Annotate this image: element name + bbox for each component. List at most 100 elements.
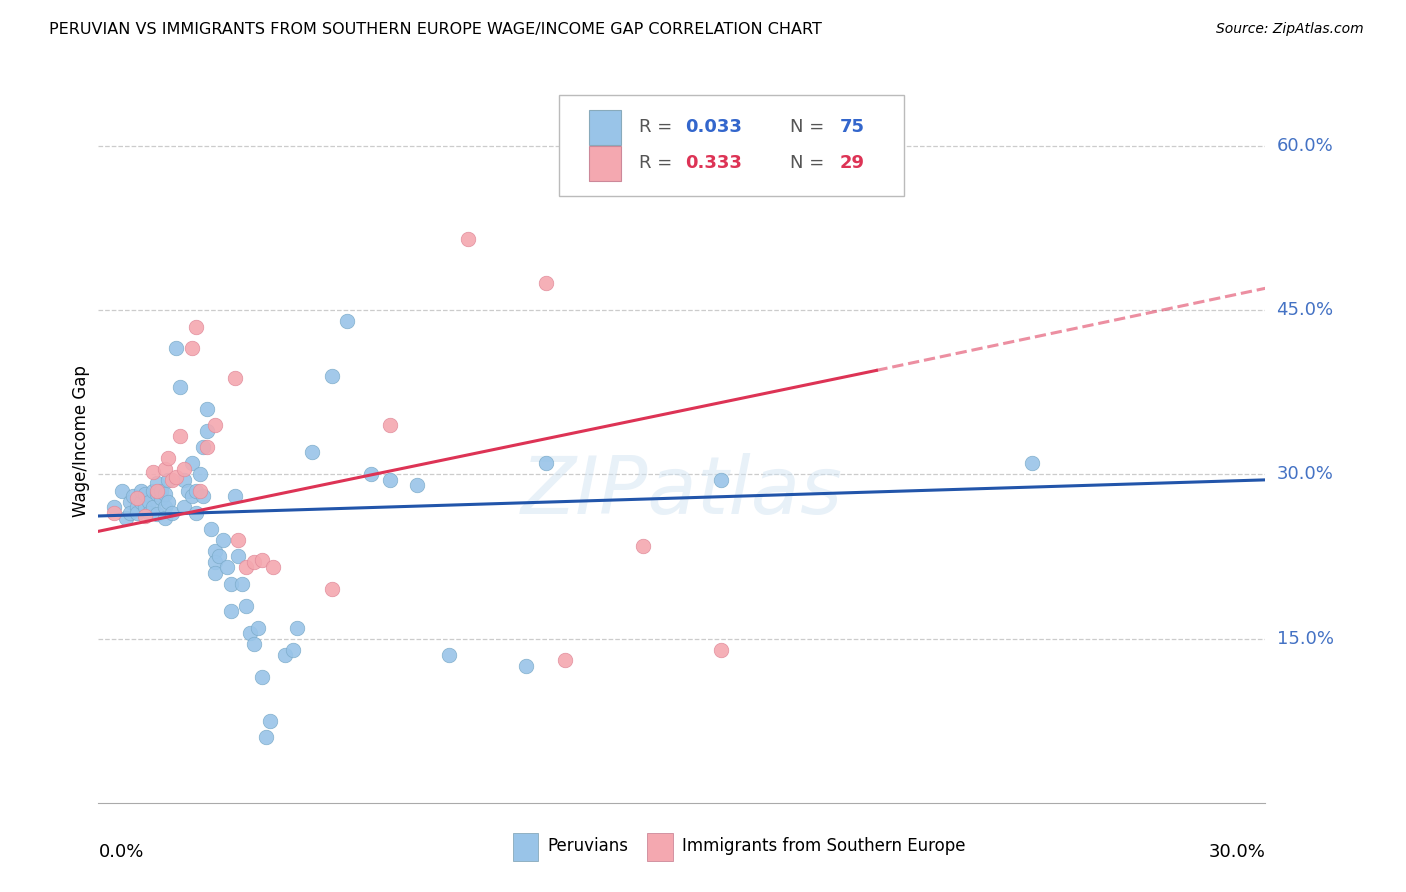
- Point: [710, 642, 733, 657]
- Point: [165, 469, 187, 483]
- Point: [219, 577, 242, 591]
- Text: 0.0%: 0.0%: [98, 843, 143, 861]
- Point: [153, 511, 176, 525]
- Point: [208, 549, 231, 564]
- Point: [195, 440, 218, 454]
- Point: [153, 500, 176, 515]
- Text: 30.0%: 30.0%: [1209, 843, 1265, 861]
- Point: [515, 659, 537, 673]
- Point: [118, 494, 141, 508]
- Point: [122, 489, 145, 503]
- Point: [103, 500, 125, 515]
- Point: [321, 582, 343, 597]
- Point: [243, 555, 266, 569]
- Point: [157, 473, 180, 487]
- Point: [259, 714, 281, 728]
- Point: [193, 440, 215, 454]
- Point: [180, 342, 202, 356]
- Point: [235, 560, 257, 574]
- Point: [129, 494, 152, 508]
- Point: [184, 483, 207, 498]
- Point: [336, 314, 359, 328]
- Point: [134, 487, 156, 501]
- Point: [142, 465, 165, 479]
- Point: [114, 511, 136, 525]
- Point: [146, 487, 169, 501]
- Point: [554, 653, 576, 667]
- Text: 75: 75: [839, 119, 865, 136]
- Point: [180, 489, 202, 503]
- Point: [250, 670, 273, 684]
- Text: 0.333: 0.333: [685, 154, 742, 172]
- Point: [149, 491, 172, 506]
- Point: [651, 117, 673, 131]
- Point: [1021, 457, 1043, 471]
- Point: [224, 371, 246, 385]
- FancyBboxPatch shape: [560, 95, 904, 196]
- Point: [195, 401, 218, 416]
- Point: [146, 483, 169, 498]
- Point: [127, 500, 149, 515]
- Point: [262, 560, 284, 574]
- Text: N =: N =: [790, 119, 831, 136]
- Point: [285, 621, 308, 635]
- Point: [246, 621, 269, 635]
- Point: [173, 462, 195, 476]
- Point: [437, 648, 460, 662]
- Point: [204, 555, 226, 569]
- Point: [162, 473, 184, 487]
- Point: [153, 462, 176, 476]
- Text: 15.0%: 15.0%: [1277, 630, 1333, 648]
- Point: [103, 506, 125, 520]
- Point: [177, 483, 200, 498]
- Point: [219, 604, 242, 618]
- Point: [165, 342, 187, 356]
- Bar: [589, 146, 621, 181]
- Point: [200, 522, 222, 536]
- Text: R =: R =: [638, 154, 678, 172]
- Point: [228, 549, 250, 564]
- Point: [239, 626, 262, 640]
- Point: [243, 637, 266, 651]
- Point: [111, 483, 134, 498]
- Text: 29: 29: [839, 154, 865, 172]
- Bar: [647, 833, 672, 861]
- Point: [153, 487, 176, 501]
- Point: [173, 500, 195, 515]
- Point: [534, 276, 557, 290]
- Text: R =: R =: [638, 119, 678, 136]
- Text: Source: ZipAtlas.com: Source: ZipAtlas.com: [1216, 22, 1364, 37]
- Bar: [513, 833, 538, 861]
- Point: [184, 506, 207, 520]
- Text: ZIPatlas: ZIPatlas: [520, 453, 844, 531]
- Point: [231, 577, 253, 591]
- Point: [157, 494, 180, 508]
- Y-axis label: Wage/Income Gap: Wage/Income Gap: [72, 366, 90, 517]
- Point: [250, 553, 273, 567]
- Point: [127, 506, 149, 520]
- Point: [204, 418, 226, 433]
- Bar: [589, 110, 621, 145]
- Point: [228, 533, 250, 547]
- Point: [146, 507, 169, 521]
- Text: Peruvians: Peruvians: [548, 838, 628, 855]
- Point: [184, 319, 207, 334]
- Point: [169, 429, 191, 443]
- Point: [215, 560, 238, 574]
- Point: [149, 483, 172, 498]
- Point: [631, 539, 654, 553]
- Point: [281, 642, 304, 657]
- Point: [188, 483, 211, 498]
- Point: [212, 533, 235, 547]
- Point: [169, 380, 191, 394]
- Text: PERUVIAN VS IMMIGRANTS FROM SOUTHERN EUROPE WAGE/INCOME GAP CORRELATION CHART: PERUVIAN VS IMMIGRANTS FROM SOUTHERN EUR…: [49, 22, 823, 37]
- Point: [321, 368, 343, 383]
- Point: [146, 476, 169, 491]
- Point: [204, 544, 226, 558]
- Point: [180, 457, 202, 471]
- Point: [134, 500, 156, 515]
- Point: [710, 473, 733, 487]
- Point: [142, 500, 165, 515]
- Text: 60.0%: 60.0%: [1277, 137, 1333, 155]
- Text: 30.0%: 30.0%: [1277, 466, 1333, 483]
